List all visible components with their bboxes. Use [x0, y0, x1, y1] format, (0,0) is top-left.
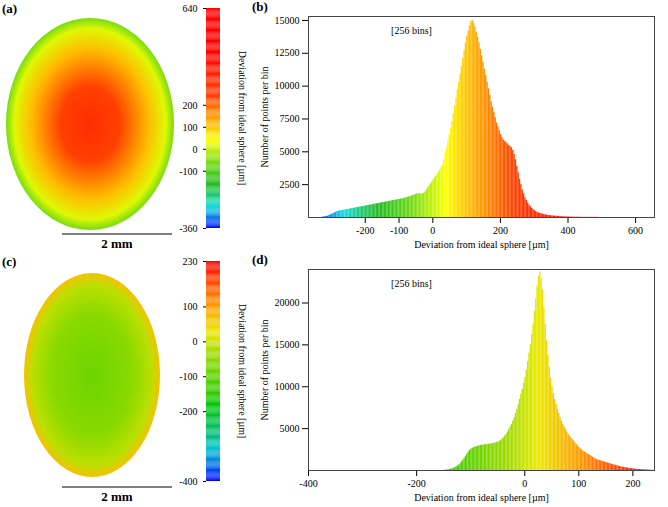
svg-text:15000: 15000: [275, 15, 300, 26]
svg-text:100: 100: [183, 122, 198, 133]
svg-text:[256 bins]: [256 bins]: [391, 278, 432, 289]
svg-text:12500: 12500: [275, 47, 300, 58]
svg-text:-200: -200: [407, 478, 425, 489]
svg-text:0: 0: [193, 144, 198, 155]
svg-text:Number of points per bin: Number of points per bin: [259, 66, 270, 167]
svg-text:5000: 5000: [280, 423, 300, 434]
svg-text:7500: 7500: [280, 113, 300, 124]
svg-text:(a): (a): [2, 1, 17, 16]
html-text:(d): (d): [252, 252, 268, 267]
svg-text:0: 0: [522, 478, 527, 489]
svg-text:2500: 2500: [280, 179, 300, 190]
svg-text:-200: -200: [179, 406, 197, 417]
svg-text:-400: -400: [179, 476, 197, 487]
svg-text:-100: -100: [390, 225, 408, 236]
svg-text:15000: 15000: [275, 339, 300, 350]
svg-text:Deviation from ideal sphere [µ: Deviation from ideal sphere [µm]: [414, 492, 549, 503]
svg-text:Number of points per bin: Number of points per bin: [259, 319, 270, 420]
svg-text:230: 230: [183, 256, 198, 267]
svg-text:20000: 20000: [275, 297, 300, 308]
svg-text:0: 0: [193, 336, 198, 347]
svg-text:600: 600: [628, 225, 643, 236]
svg-text:640: 640: [183, 3, 198, 14]
svg-text:-100: -100: [179, 166, 197, 177]
svg-text:200: 200: [625, 478, 640, 489]
svg-text:-360: -360: [179, 223, 197, 234]
svg-text:10000: 10000: [275, 80, 300, 91]
svg-text:-200: -200: [356, 225, 374, 236]
html-text:Deviation from ideal sphere [µ: Deviation from ideal sphere [µm]: [237, 303, 248, 439]
svg-text:200: 200: [493, 225, 508, 236]
svg-text:200: 200: [183, 100, 198, 111]
svg-text:400: 400: [561, 225, 576, 236]
html-text:(b): (b): [252, 0, 268, 14]
svg-text:[256 bins]: [256 bins]: [391, 25, 432, 36]
svg-text:Deviation from ideal sphere [µ: Deviation from ideal sphere [µm]: [414, 239, 549, 250]
svg-text:100: 100: [183, 301, 198, 312]
svg-text:0: 0: [430, 225, 435, 236]
svg-text:-400: -400: [299, 478, 317, 489]
svg-text:5000: 5000: [280, 146, 300, 157]
svg-text:2 mm: 2 mm: [101, 489, 133, 504]
svg-text:10000: 10000: [275, 381, 300, 392]
html-text:Deviation from ideal sphere [µ: Deviation from ideal sphere [µm]: [237, 50, 248, 186]
svg-text:(c): (c): [2, 254, 16, 269]
svg-text:-100: -100: [179, 371, 197, 382]
svg-text:100: 100: [571, 478, 586, 489]
svg-text:2 mm: 2 mm: [101, 236, 133, 251]
